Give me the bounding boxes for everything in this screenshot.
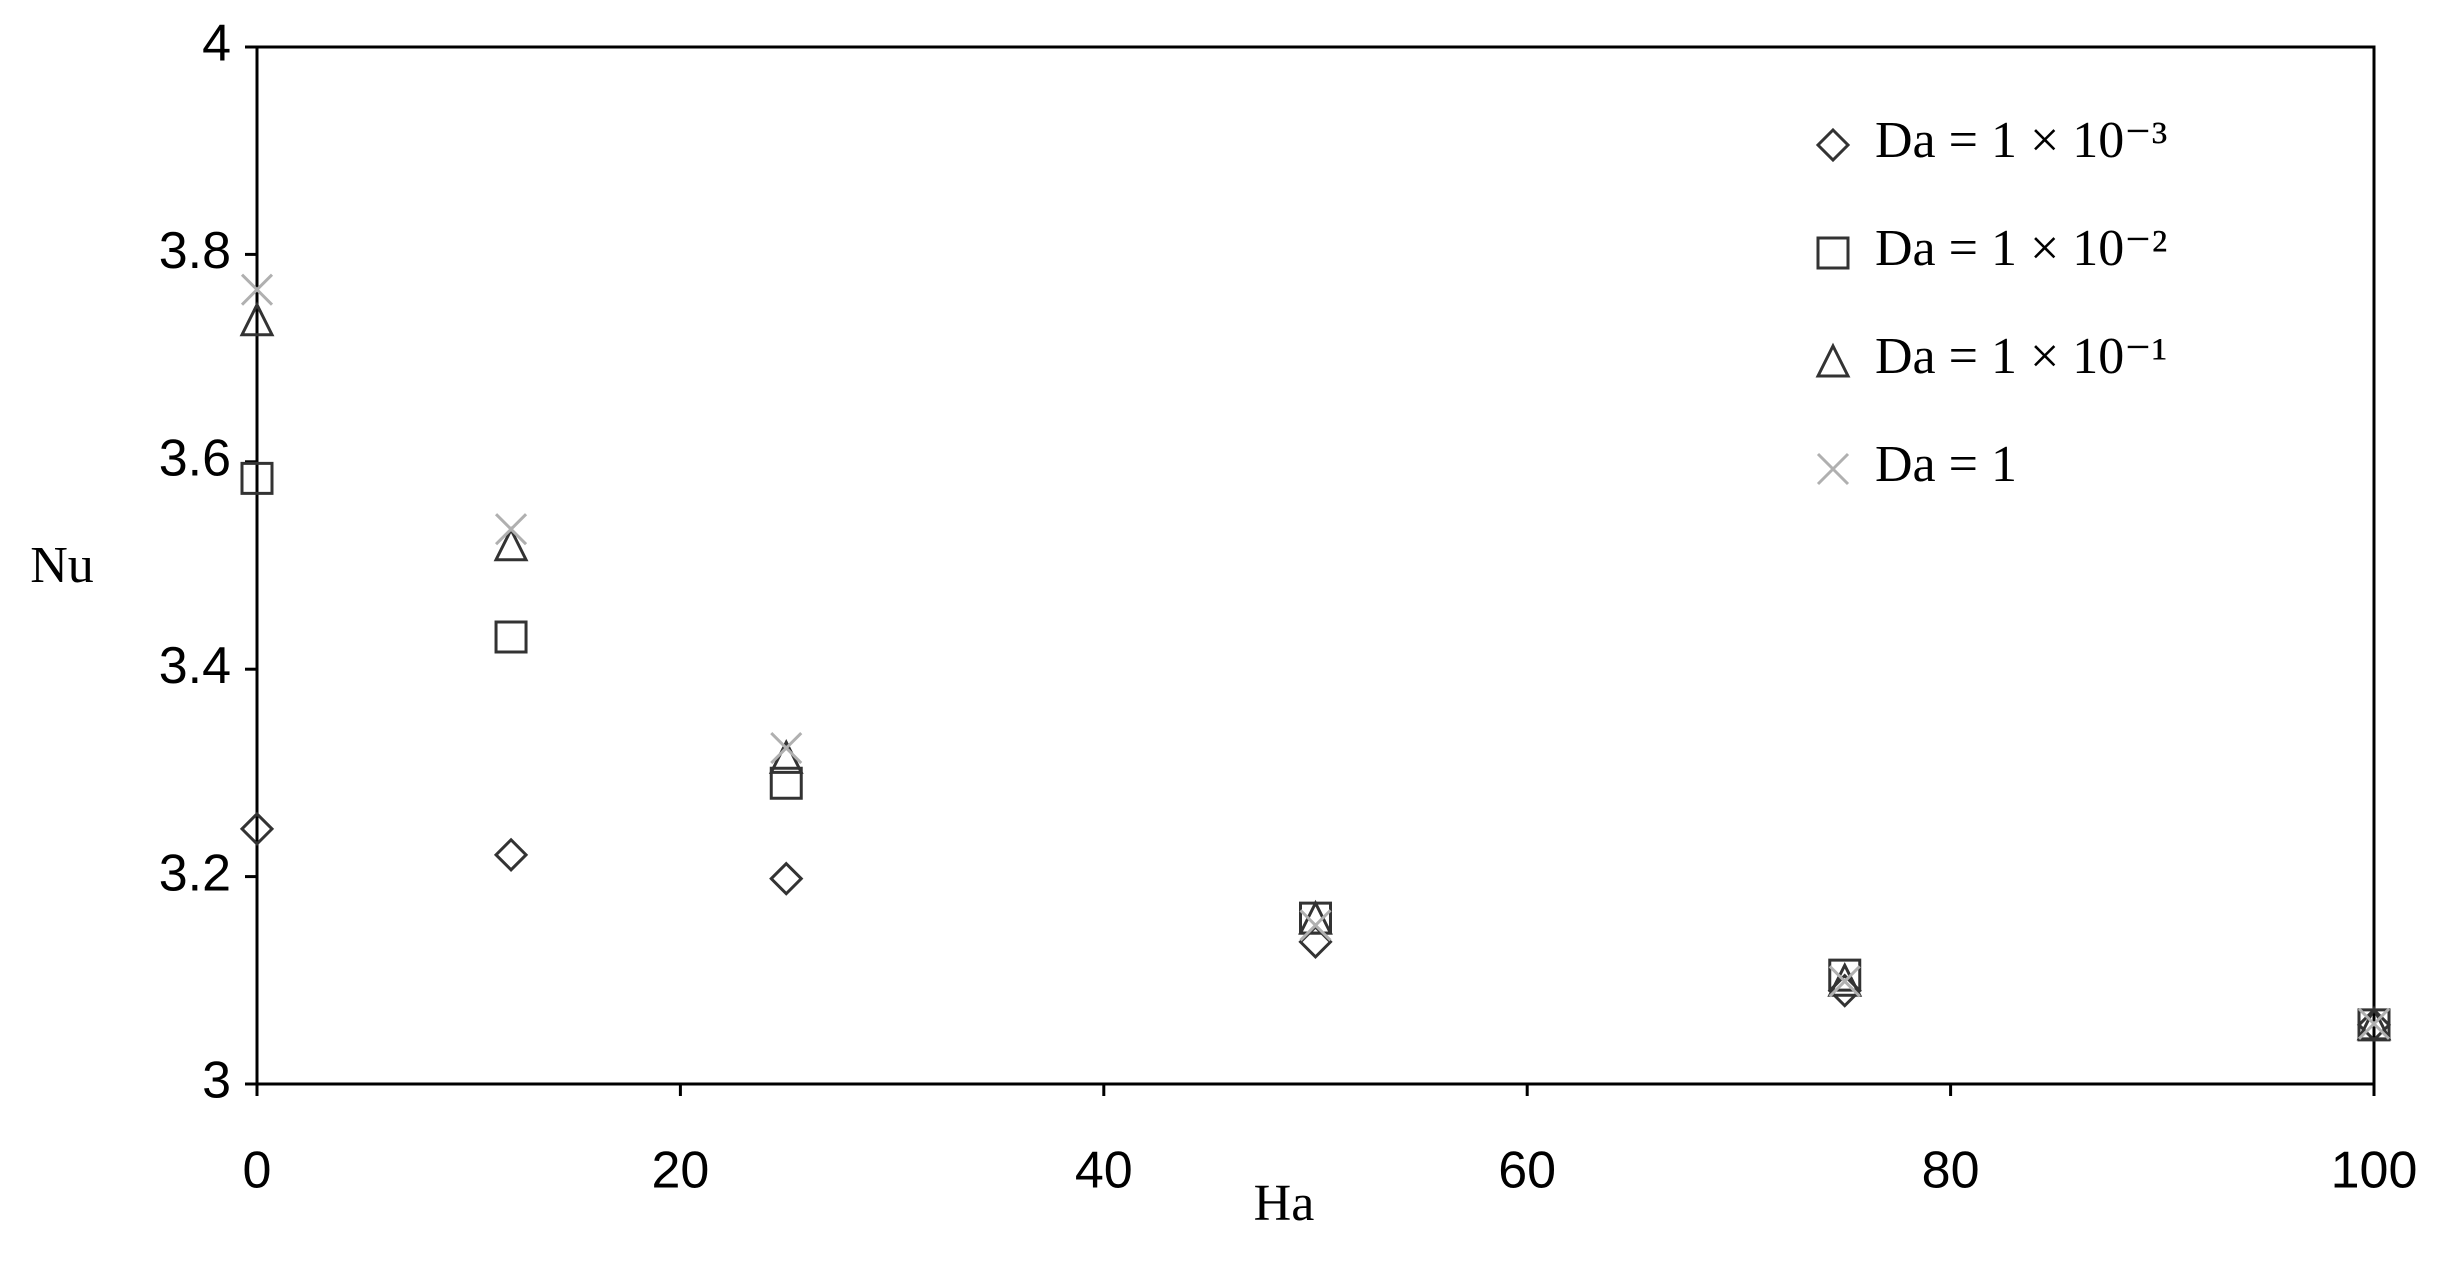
data-point	[240, 461, 274, 495]
legend-label: Da = 1 × 10⁻¹	[1875, 328, 2167, 385]
data-point	[239, 811, 275, 847]
data-point	[769, 766, 803, 800]
legend-label: Da = 1 × 10⁻³	[1875, 112, 2167, 169]
data-point	[2356, 1005, 2392, 1041]
data-point	[493, 526, 529, 562]
plot-frame	[255, 45, 2376, 1086]
data-point	[1828, 965, 1861, 998]
data-point	[1299, 909, 1332, 942]
data-point	[770, 731, 803, 765]
x-tick-label: 20	[651, 1142, 709, 1200]
y-tick-label: 3	[202, 1052, 231, 1110]
data-point	[493, 837, 529, 872]
y-tick-label: 3.6	[159, 430, 231, 488]
data-point	[769, 861, 804, 896]
data-point	[494, 513, 528, 546]
legend-marker	[1815, 342, 1851, 378]
data-point	[1827, 961, 1863, 997]
y-tick-label: 4	[202, 15, 231, 73]
legend-label: Da = 1 × 10⁻²	[1875, 220, 2167, 277]
y-tick-label: 3.8	[159, 222, 231, 280]
data-point	[240, 273, 274, 306]
x-tick-label: 80	[1922, 1142, 1980, 1200]
x-tick-label: 60	[1498, 1142, 1556, 1200]
y-tick-label: 3.2	[159, 844, 231, 902]
x-axis-label: Ha	[1254, 1175, 1315, 1232]
x-tick-label: 0	[243, 1142, 272, 1200]
y-axis-label: Nu	[30, 537, 94, 594]
legend-marker	[1816, 236, 1850, 270]
legend-marker	[1815, 127, 1851, 163]
data-point	[1828, 958, 1862, 992]
y-tick-label: 3.4	[159, 637, 231, 695]
legend-label: Da = 1	[1875, 436, 2017, 493]
x-tick-label: 40	[1075, 1142, 1133, 1200]
legend-marker	[1816, 452, 1850, 486]
x-tick-label: 100	[2331, 1142, 2418, 1200]
data-point	[494, 620, 528, 654]
data-point	[239, 301, 275, 337]
data-point	[2357, 1007, 2391, 1040]
